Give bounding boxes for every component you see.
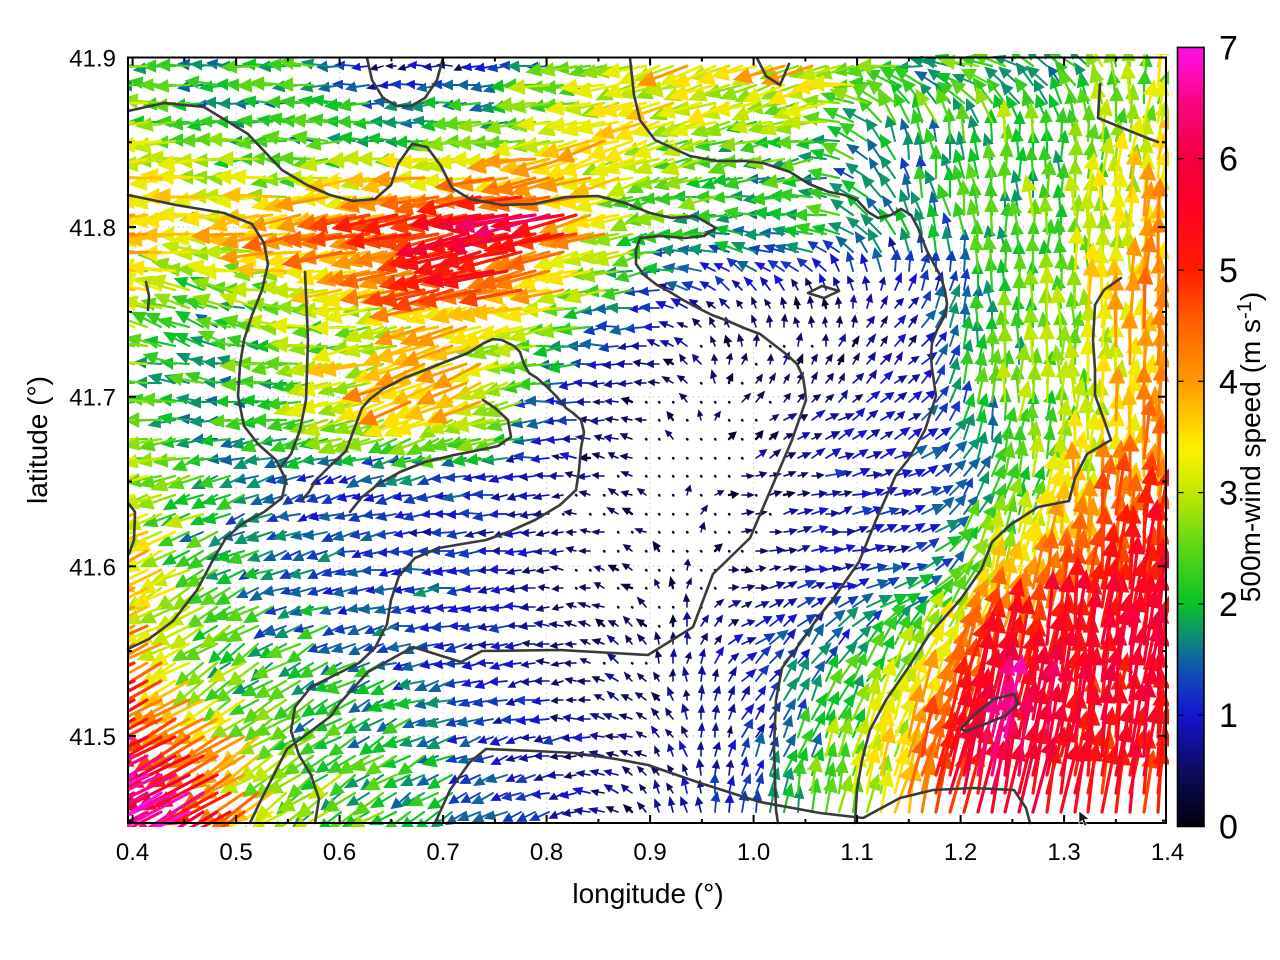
svg-text:4: 4 (1219, 363, 1238, 401)
svg-text:5: 5 (1219, 252, 1238, 290)
svg-text:7: 7 (1219, 29, 1238, 67)
svg-text:1.3: 1.3 (1047, 839, 1080, 866)
svg-text:41.8: 41.8 (69, 215, 116, 242)
svg-text:41.5: 41.5 (69, 724, 116, 751)
svg-text:0.7: 0.7 (426, 839, 459, 866)
svg-text:0.8: 0.8 (530, 839, 563, 866)
svg-text:0.6: 0.6 (323, 839, 356, 866)
svg-text:latitude (°): latitude (°) (22, 376, 53, 504)
svg-text:0.4: 0.4 (116, 839, 149, 866)
svg-text:0.9: 0.9 (633, 839, 666, 866)
svg-text:41.7: 41.7 (69, 385, 116, 412)
svg-text:1.4: 1.4 (1151, 839, 1184, 866)
svg-text:1.0: 1.0 (737, 839, 770, 866)
svg-text:41.6: 41.6 (69, 554, 116, 581)
svg-text:1.1: 1.1 (840, 839, 873, 866)
svg-text:41.9: 41.9 (69, 46, 116, 73)
svg-text:3: 3 (1219, 475, 1238, 513)
svg-text:500m-wind speed (m s-1): 500m-wind speed (m s-1) (1234, 292, 1266, 602)
svg-text:0.5: 0.5 (219, 839, 252, 866)
svg-text:0: 0 (1219, 809, 1238, 847)
svg-text:6: 6 (1219, 141, 1238, 179)
svg-text:1: 1 (1219, 697, 1238, 735)
svg-text:longitude (°): longitude (°) (572, 878, 723, 909)
svg-text:1.2: 1.2 (944, 839, 977, 866)
svg-text:2: 2 (1219, 586, 1238, 624)
